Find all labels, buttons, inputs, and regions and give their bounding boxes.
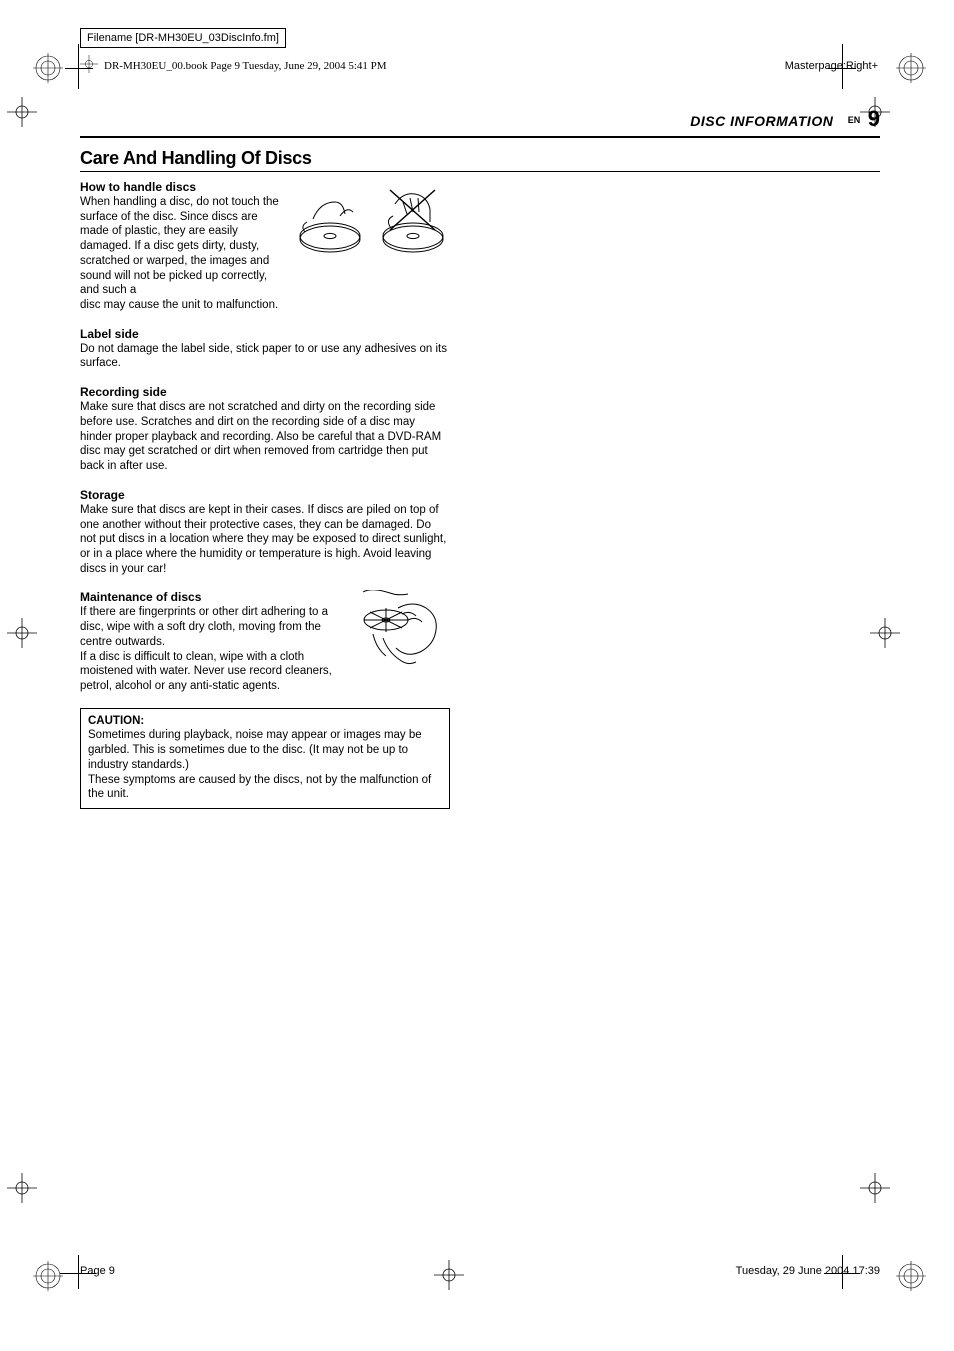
filename-text: Filename [DR-MH30EU_03DiscInfo.fm] — [87, 32, 279, 44]
content-column: How to handle discs When handling a disc… — [80, 180, 450, 809]
crop-cross-bl — [7, 1173, 37, 1203]
disc-wipe-illustration — [358, 590, 443, 672]
handle-text-full: disc may cause the unit to malfunction. — [80, 298, 450, 313]
footer-date: Tuesday, 29 June 2004 17:39 — [736, 1265, 880, 1277]
crop-cross-ml — [7, 618, 37, 648]
reg-mark-tl-outer — [33, 53, 63, 83]
reg-mark-tr-outer — [896, 53, 926, 83]
masterpage-label: Masterpage:Right+ — [785, 60, 878, 72]
disc-handling-illustration — [295, 184, 450, 269]
filename-box: Filename [DR-MH30EU_03DiscInfo.fm] — [80, 28, 286, 48]
caution-title: CAUTION: — [88, 714, 442, 729]
footer-page: Page 9 — [80, 1265, 115, 1277]
page-content: Filename [DR-MH30EU_03DiscInfo.fm] DR-MH… — [80, 28, 880, 809]
section-recording: Recording side Make sure that discs are … — [80, 385, 450, 474]
footer: Page 9 Tuesday, 29 June 2004 17:39 — [80, 1265, 880, 1277]
reg-mark-bl-outer — [33, 1261, 63, 1291]
storage-text: Make sure that discs are kept in their c… — [80, 503, 450, 577]
caution-p2: These symptoms are caused by the discs, … — [88, 773, 442, 802]
book-info: DR-MH30EU_00.book Page 9 Tuesday, June 2… — [104, 60, 387, 72]
section-maintenance: Maintenance of discs If there are finger… — [80, 590, 450, 693]
header-title: DISC INFORMATION — [690, 113, 833, 129]
book-info-row: DR-MH30EU_00.book Page 9 Tuesday, June 2… — [80, 60, 880, 72]
handle-text-wrapped: When handling a disc, do not touch the s… — [80, 195, 285, 298]
header-page-num: 9 — [868, 106, 880, 131]
header-lang: EN — [848, 115, 861, 125]
reg-mark-br-outer — [896, 1261, 926, 1291]
section-title: Care And Handling Of Discs — [80, 148, 880, 172]
crop-cross-tl — [7, 97, 37, 127]
hairline — [78, 44, 79, 89]
section-label: Label side Do not damage the label side,… — [80, 327, 450, 371]
page-header: DISC INFORMATION EN 9 — [80, 106, 880, 138]
hairline — [78, 1255, 79, 1289]
label-text: Do not damage the label side, stick pape… — [80, 342, 450, 371]
storage-heading: Storage — [80, 488, 450, 502]
caution-box: CAUTION: Sometimes during playback, nois… — [80, 708, 450, 809]
section-storage: Storage Make sure that discs are kept in… — [80, 488, 450, 577]
recording-text: Make sure that discs are not scratched a… — [80, 400, 450, 474]
label-heading: Label side — [80, 327, 450, 341]
caution-p1: Sometimes during playback, noise may app… — [88, 728, 442, 772]
recording-heading: Recording side — [80, 385, 450, 399]
crop-cross-br — [860, 1173, 890, 1203]
maintenance-text: If there are fingerprints or other dirt … — [80, 605, 338, 693]
section-handle: How to handle discs When handling a disc… — [80, 180, 450, 313]
